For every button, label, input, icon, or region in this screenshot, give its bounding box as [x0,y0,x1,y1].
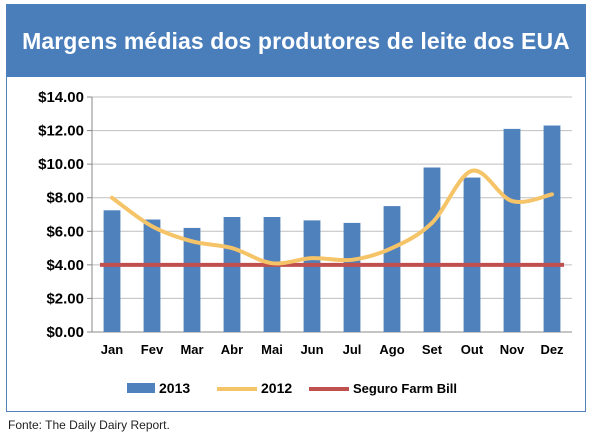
bar-2013 [103,210,121,332]
x-tick-label: Jan [101,342,123,357]
bar-2013 [263,217,281,332]
source-note: Fonte: The Daily Dairy Report. [8,418,170,432]
y-tick-label: $6.00 [46,223,84,240]
x-tick-label: Ago [379,342,404,357]
bar-2013 [303,220,321,332]
bar-2013 [463,177,481,332]
legend-label-2012: 2012 [261,380,292,396]
x-tick-label: Out [461,342,484,357]
x-tick-label: Jul [343,342,362,357]
bar-2013 [543,125,561,333]
y-tick-label: $12.00 [38,123,84,140]
x-tick-label: Set [422,342,443,357]
x-tick-label: Mai [261,342,283,357]
chart-title: Margens médias dos produtores de leite d… [22,27,570,54]
title-bar: Margens médias dos produtores de leite d… [7,5,585,77]
bar-2013 [343,222,361,332]
y-tick-label: $2.00 [46,290,84,307]
line-2012 [110,168,554,266]
x-tick-label: Nov [500,342,525,357]
bar-2013 [423,167,441,332]
chart-frame: Margens médias dos produtores de leite d… [6,4,586,412]
y-tick-label: $4.00 [46,257,84,274]
bar-2013 [223,217,241,332]
x-tick-label: Mar [180,342,203,357]
y-tick-label: $10.00 [38,156,84,173]
x-tick-label: Abr [221,342,243,357]
bar-2013 [183,227,201,332]
bar-2013 [503,128,521,332]
bar-2013 [143,219,161,332]
x-tick-label: Fev [141,342,164,357]
y-tick-label: $0.00 [46,324,84,341]
x-tick-label: Jun [300,342,323,357]
y-tick-label: $14.00 [38,89,84,106]
bar-2013 [383,206,401,332]
legend-label-2013: 2013 [159,380,190,396]
x-tick-label: Dez [540,342,564,357]
legend-swatch-2013 [127,383,155,393]
legend-label-farm-bill: Seguro Farm Bill [353,381,457,396]
chart-plot: $0.00 $2.00 $4.00 $6.00 $8.00 $10.00 $12.00 $14… [38,89,572,396]
y-tick-label: $8.00 [46,190,84,207]
